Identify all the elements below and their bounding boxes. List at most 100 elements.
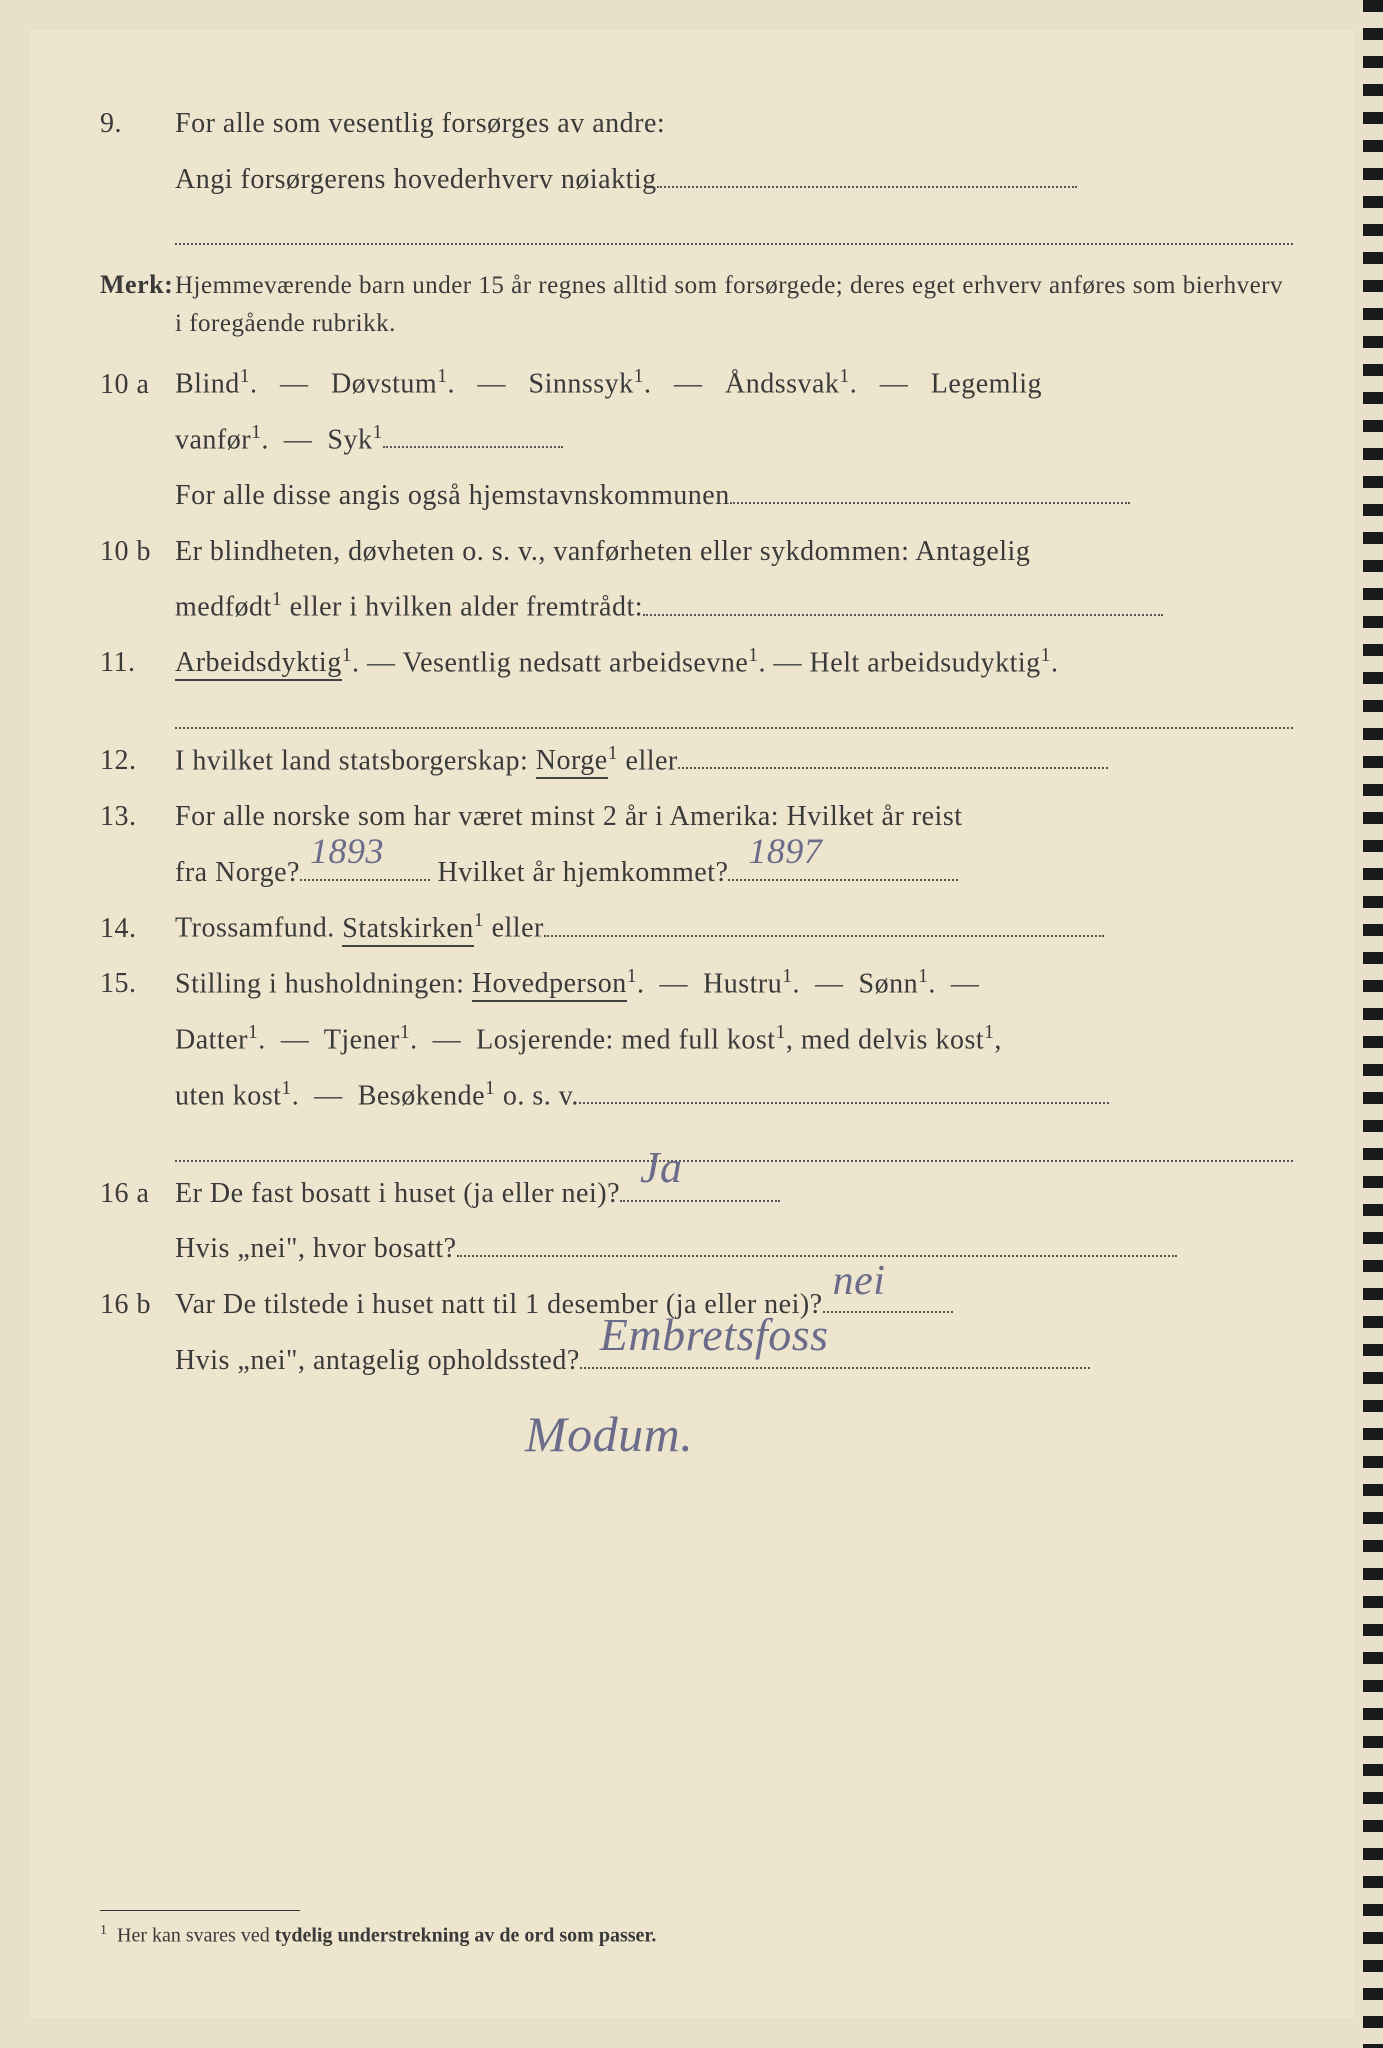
- q15-content: Stilling i husholdningen: Hovedperson1. …: [175, 960, 1293, 1008]
- q10a-number: 10 a: [100, 361, 175, 409]
- question-9: 9. For alle som vesentlig forsørges av a…: [100, 100, 1293, 148]
- q15-opt6[interactable]: Besøkende: [358, 1080, 485, 1111]
- q16b-answer1: nei: [833, 1246, 886, 1317]
- q14-text1: Trossamfund.: [175, 913, 342, 944]
- blank-line[interactable]: [383, 446, 563, 448]
- q16b-answer1-field[interactable]: nei: [823, 1311, 953, 1313]
- q10b-number: 10 b: [100, 528, 175, 576]
- q16a-content: Er De fast bosatt i huset (ja eller nei)…: [175, 1170, 1293, 1218]
- q11-number: 11.: [100, 639, 175, 687]
- question-10b: 10 b Er blindheten, døvheten o. s. v., v…: [100, 528, 1293, 576]
- blank-line[interactable]: [175, 1132, 1293, 1162]
- q12-number: 12.: [100, 737, 175, 785]
- footnote-marker: 1: [100, 1923, 107, 1938]
- blank-line[interactable]: [544, 935, 1104, 937]
- q13-answer1-field[interactable]: 1893: [300, 879, 430, 881]
- q13-answer1: 1893: [310, 821, 384, 882]
- q15-opt3[interactable]: Sønn: [859, 968, 919, 999]
- q15-text3: , med delvis kost: [786, 1024, 984, 1055]
- blank-line[interactable]: [643, 614, 1163, 616]
- q10b-text2[interactable]: medfødt: [175, 592, 272, 623]
- q16a-answer-field[interactable]: Ja: [620, 1200, 780, 1202]
- q14-number: 14.: [100, 905, 175, 953]
- q9-line1: For alle som vesentlig forsørges av andr…: [175, 108, 665, 139]
- q9-content: For alle som vesentlig forsørges av andr…: [175, 100, 1293, 148]
- q12-text2: eller: [618, 745, 678, 776]
- q9-blank: [100, 211, 1293, 245]
- q16a-number: 16 a: [100, 1170, 175, 1218]
- q14-content: Trossamfund. Statskirken1 eller: [175, 904, 1293, 952]
- footnote-rule: [100, 1910, 300, 1911]
- q10a-opt1[interactable]: Blind: [175, 369, 240, 400]
- q9-number: 9.: [100, 100, 175, 148]
- q16a-text1: Er De fast bosatt i huset (ja eller nei)…: [175, 1178, 620, 1209]
- merk-label: Merk:: [100, 263, 175, 307]
- merk-note: Merk: Hjemmeværende barn under 15 år reg…: [100, 263, 1293, 342]
- q16b-number: 16 b: [100, 1281, 175, 1329]
- question-13: 13. For alle norske som har været minst …: [100, 793, 1293, 841]
- q16b-answer3: Modum.: [525, 1392, 693, 1477]
- blank-line[interactable]: [730, 502, 1130, 504]
- question-12: 12. I hvilket land statsborgerskap: Norg…: [100, 737, 1293, 785]
- q10a-opt7[interactable]: Syk: [327, 424, 372, 455]
- q16b-text2: Hvis „nei", antagelig opholdssted?: [175, 1345, 580, 1376]
- q16a-answer1: Ja: [640, 1131, 683, 1206]
- blank-line[interactable]: [579, 1102, 1109, 1104]
- census-form-page: 9. For alle som vesentlig forsørges av a…: [30, 30, 1353, 2018]
- merk-text: Hjemmeværende barn under 15 år regnes al…: [175, 267, 1293, 342]
- q11-opt3[interactable]: Helt arbeidsudyktig: [810, 647, 1041, 678]
- q15-opt4[interactable]: Datter: [175, 1024, 248, 1055]
- q13-text3: Hvilket år hjemkommet?: [430, 857, 728, 888]
- q15-text1: Stilling i husholdningen:: [175, 968, 472, 999]
- q15-text4[interactable]: uten kost: [175, 1080, 281, 1111]
- q11-opt1-selected[interactable]: Arbeidsdyktig: [175, 647, 342, 681]
- q16b-row2: Hvis „nei", antagelig opholdssted?Embret…: [100, 1337, 1293, 1385]
- blank-line[interactable]: [657, 186, 1077, 188]
- q13-number: 13.: [100, 793, 175, 841]
- q16a-row2: Hvis „nei", hvor bosatt?: [100, 1225, 1293, 1273]
- question-14: 14. Trossamfund. Statskirken1 eller: [100, 904, 1293, 952]
- question-11: 11. Arbeidsdyktig1. — Vesentlig nedsatt …: [100, 639, 1293, 687]
- question-16a: 16 a Er De fast bosatt i huset (ja eller…: [100, 1170, 1293, 1218]
- q15-row3: uten kost1. — Besøkende1 o. s. v.: [100, 1072, 1293, 1120]
- q15-text2: Losjerende: med full kost: [476, 1024, 775, 1055]
- q16b-answer2: Embretsfoss: [600, 1296, 829, 1374]
- q16a-text2: Hvis „nei", hvor bosatt?: [175, 1233, 457, 1264]
- perforated-edge: [1363, 0, 1383, 2048]
- q15-opt2[interactable]: Hustru: [703, 968, 782, 999]
- q10a-opt6[interactable]: vanfør: [175, 424, 251, 455]
- q10b-content: Er blindheten, døvheten o. s. v., vanfør…: [175, 528, 1293, 576]
- q13-row2: fra Norge?1893 Hvilket år hjemkommet?189…: [100, 849, 1293, 897]
- q15-opt5[interactable]: Tjener: [324, 1024, 400, 1055]
- q10a-content: Blind1. — Døvstum1. — Sinnssyk1. — Åndss…: [175, 360, 1293, 408]
- q13-answer2: 1897: [748, 821, 822, 882]
- question-15: 15. Stilling i husholdningen: Hovedperso…: [100, 960, 1293, 1008]
- q10a-opt4[interactable]: Åndssvak: [725, 369, 839, 400]
- q12-content: I hvilket land statsborgerskap: Norge1 e…: [175, 737, 1293, 785]
- q15-blank: [100, 1128, 1293, 1162]
- blank-line[interactable]: [457, 1255, 1177, 1257]
- q13-text2: fra Norge?: [175, 857, 300, 888]
- q10a-row2: vanfør1. — Syk1: [100, 416, 1293, 464]
- q9-row2: Angi forsørgerens hovederhverv nøiaktig: [100, 156, 1293, 204]
- blank-line[interactable]: [678, 767, 1108, 769]
- blank-line[interactable]: [175, 699, 1293, 729]
- q11-content: Arbeidsdyktig1. — Vesentlig nedsatt arbe…: [175, 639, 1293, 687]
- footnote: 1 Her kan svares ved tydelig understrekn…: [100, 1923, 1283, 1948]
- q15-opt1-selected[interactable]: Hovedperson: [472, 968, 627, 1002]
- q10b-text3: eller i hvilken alder fremtrådt:: [282, 592, 643, 623]
- q12-opt1-selected[interactable]: Norge: [536, 745, 608, 779]
- q12-text1: I hvilket land statsborgerskap:: [175, 745, 536, 776]
- q13-answer2-field[interactable]: 1897: [728, 879, 958, 881]
- q16b-answer2-field[interactable]: Embretsfoss: [580, 1367, 1090, 1369]
- q10a-opt3[interactable]: Sinnssyk: [529, 369, 634, 400]
- q10a-opt2[interactable]: Døvstum: [331, 369, 437, 400]
- q9-line2-wrap: Angi forsørgerens hovederhverv nøiaktig: [175, 156, 1293, 204]
- q14-opt1-selected[interactable]: Statskirken: [342, 913, 474, 947]
- q10a-line3: For alle disse angis også hjemstavnskomm…: [175, 480, 730, 511]
- q14-text2: eller: [484, 913, 544, 944]
- blank-line[interactable]: [175, 215, 1293, 245]
- q13-text1: For alle norske som har været minst 2 år…: [175, 801, 963, 832]
- q11-opt2[interactable]: Vesentlig nedsatt arbeidsevne: [403, 647, 749, 678]
- q10b-text1: Er blindheten, døvheten o. s. v., vanfør…: [175, 536, 1030, 567]
